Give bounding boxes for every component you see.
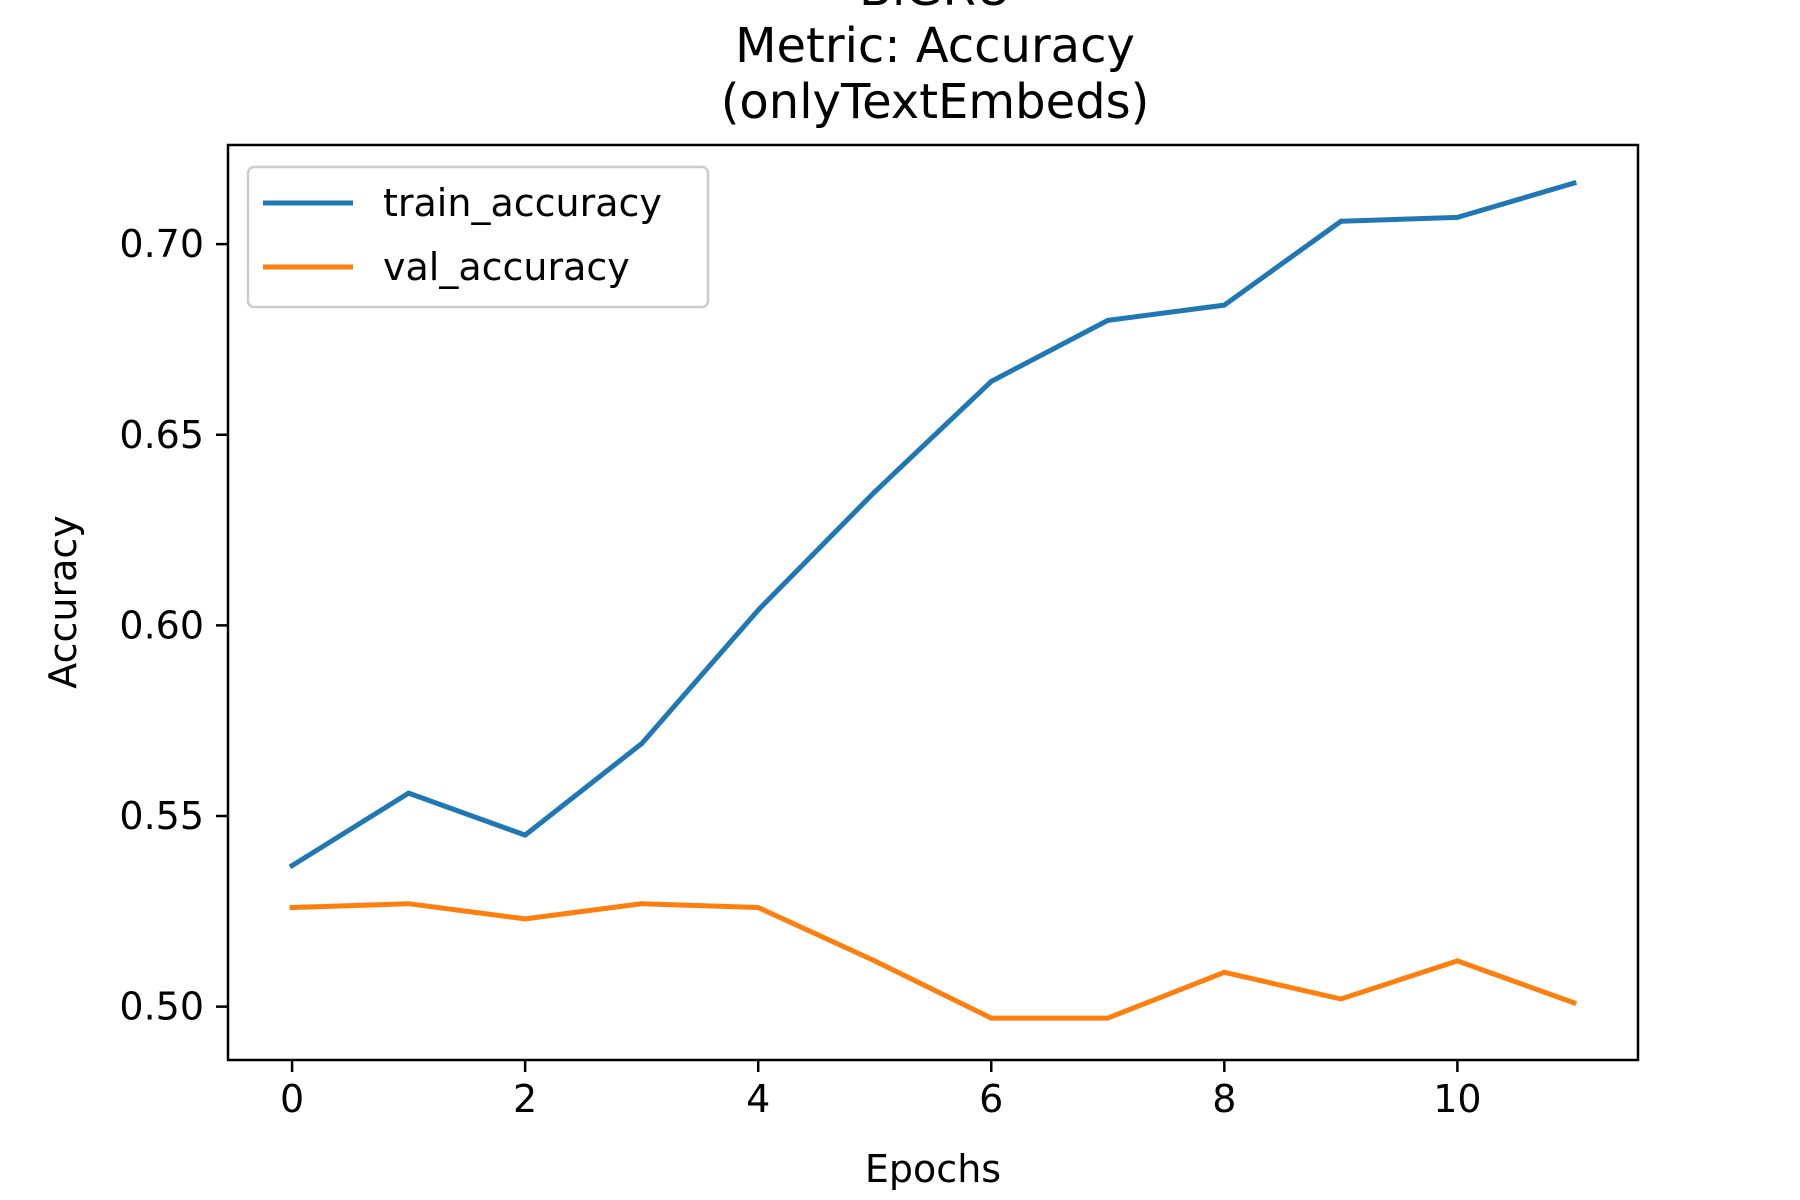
chart-title: BiGRU Metric: Accuracy (onlyTextEmbeds) <box>721 0 1150 130</box>
legend-box <box>246 165 710 309</box>
data-point-val-accuracy <box>1571 1000 1577 1006</box>
x-tick-label: 4 <box>746 1077 770 1121</box>
data-point-val-accuracy <box>988 1015 994 1021</box>
data-point-train-accuracy <box>406 790 412 796</box>
legend-label-train-accuracy: train_accuracy <box>383 181 662 225</box>
y-tick-label: 0.65 <box>119 413 204 457</box>
y-tick-label: 0.60 <box>119 603 204 647</box>
data-point-train-accuracy <box>1221 302 1227 308</box>
x-tick-label: 6 <box>979 1077 1003 1121</box>
y-tick-label: 0.55 <box>119 794 204 838</box>
chart-legend: train_accuracy val_accuracy <box>246 165 710 309</box>
chart-title-line-2: Metric: Accuracy <box>735 18 1135 74</box>
data-point-train-accuracy <box>522 832 528 838</box>
data-point-train-accuracy <box>1571 180 1577 186</box>
data-point-val-accuracy <box>639 901 645 907</box>
plot-area-frame <box>226 143 1640 1062</box>
data-point-train-accuracy <box>1454 214 1460 220</box>
data-point-train-accuracy <box>872 489 878 495</box>
x-tick-label: 10 <box>1433 1077 1481 1121</box>
data-point-val-accuracy <box>755 905 761 910</box>
chart-title-line-3: (onlyTextEmbeds) <box>721 74 1150 130</box>
axis-ticks: 0 2 4 6 8 10 0.50 0.55 0.60 0.65 0.70 <box>119 222 1481 1121</box>
data-point-train-accuracy <box>755 607 761 613</box>
y-axis-label: Accuracy <box>41 515 85 689</box>
series-line-val-accuracy <box>289 901 1578 1021</box>
data-point-val-accuracy <box>872 958 878 964</box>
data-series <box>288 179 1578 1021</box>
data-point-val-accuracy <box>289 905 295 910</box>
data-point-train-accuracy <box>988 378 994 384</box>
data-point-val-accuracy <box>1454 958 1460 964</box>
legend-label-val-accuracy: val_accuracy <box>383 245 630 289</box>
x-tick-label: 2 <box>513 1077 537 1121</box>
data-point-train-accuracy <box>639 741 645 747</box>
data-point-val-accuracy <box>1105 1015 1111 1021</box>
data-point-train-accuracy <box>1105 317 1111 323</box>
x-tick-label: 0 <box>280 1077 304 1121</box>
y-tick-label: 0.50 <box>119 985 204 1029</box>
data-point-val-accuracy <box>406 901 412 907</box>
data-point-train-accuracy <box>289 863 295 869</box>
data-point-val-accuracy <box>522 916 528 922</box>
x-tick-label: 8 <box>1212 1077 1236 1121</box>
series-line-train-accuracy <box>288 179 1578 870</box>
x-axis-label: Epochs <box>865 1147 1001 1191</box>
data-point-val-accuracy <box>1338 996 1344 1002</box>
data-point-train-accuracy <box>1338 218 1344 224</box>
data-point-val-accuracy <box>1221 969 1227 975</box>
chart-title-line-1: BiGRU <box>859 0 1011 17</box>
y-tick-label: 0.70 <box>119 222 204 266</box>
